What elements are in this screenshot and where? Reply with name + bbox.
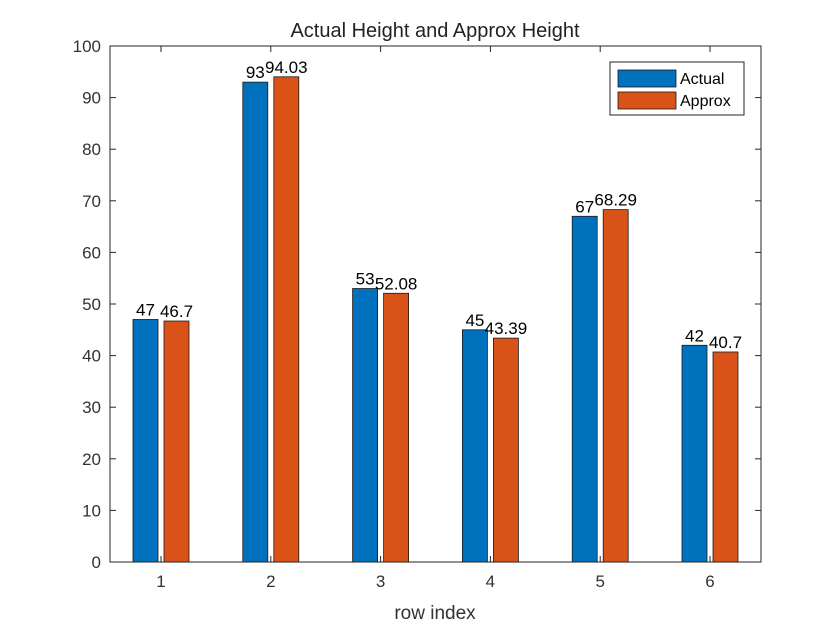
y-tick-label-90: 90 <box>82 89 101 108</box>
bar-actual-2 <box>242 81 269 563</box>
x-tick-label-1: 1 <box>156 572 165 591</box>
bar-approx-6 <box>712 351 739 563</box>
x-tick-label-3: 3 <box>376 572 385 591</box>
data-label-actual-5: 67 <box>575 197 594 216</box>
bar-approx-2 <box>273 76 300 563</box>
data-label-actual-2: 93 <box>246 63 265 82</box>
data-label-actual-3: 53 <box>356 270 375 289</box>
x-axis-label: row index <box>394 603 476 624</box>
x-tick-label-4: 4 <box>486 572 495 591</box>
legend: Actual Approx <box>609 61 745 116</box>
y-tick-label-60: 60 <box>82 243 101 262</box>
chart-title: Actual Height and Approx Height <box>290 20 580 42</box>
y-tick-label-70: 70 <box>82 192 101 211</box>
data-label-approx-1: 46.7 <box>160 302 193 321</box>
data-label-approx-5: 68.29 <box>594 191 637 210</box>
legend-label-approx: Approx <box>680 93 731 110</box>
data-label-approx-2: 94.03 <box>265 58 308 77</box>
legend-label-actual: Actual <box>680 71 724 88</box>
y-tick-label-0: 0 <box>92 553 101 572</box>
bar-approx-4 <box>492 337 519 563</box>
legend-swatch-approx <box>617 91 677 110</box>
y-tick-label-50: 50 <box>82 295 101 314</box>
bar-actual-5 <box>571 215 598 563</box>
plot-area <box>109 45 762 563</box>
y-tick-label-40: 40 <box>82 347 101 366</box>
bars-group <box>132 76 739 563</box>
data-label-approx-3: 52.08 <box>375 274 418 293</box>
x-tick-label-2: 2 <box>266 572 275 591</box>
data-labels-group: 47 46.7 93 94.03 53 52.08 45 43.39 67 68.29 42 40.7 <box>136 58 742 352</box>
bar-actual-4 <box>461 329 488 563</box>
x-tick-label-5: 5 <box>595 572 604 591</box>
bar-approx-3 <box>383 292 410 563</box>
bar-approx-5 <box>602 209 629 563</box>
y-tick-label-100: 100 <box>73 37 101 56</box>
data-label-approx-4: 43.39 <box>485 319 528 338</box>
bar-actual-1 <box>132 319 159 563</box>
y-tick-label-10: 10 <box>82 501 101 520</box>
y-tick-label-20: 20 <box>82 450 101 469</box>
bar-actual-3 <box>352 288 379 563</box>
bar-actual-6 <box>681 344 708 563</box>
legend-swatch-actual <box>617 69 677 88</box>
data-label-actual-1: 47 <box>136 300 155 319</box>
x-tick-label-6: 6 <box>705 572 714 591</box>
data-label-approx-6: 40.7 <box>709 333 742 352</box>
data-label-actual-4: 45 <box>465 311 484 330</box>
data-label-actual-6: 42 <box>685 326 704 345</box>
y-tick-label-80: 80 <box>82 140 101 159</box>
bar-approx-1 <box>163 320 190 563</box>
y-tick-label-30: 30 <box>82 398 101 417</box>
